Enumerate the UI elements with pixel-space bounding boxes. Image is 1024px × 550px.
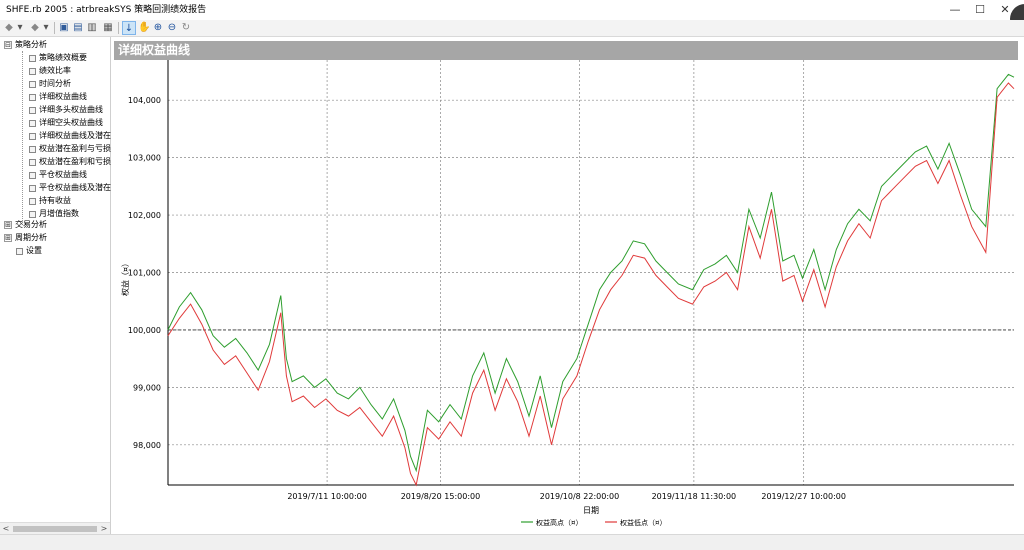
x-tick-label: 2019/10/8 22:00:00 <box>540 492 620 501</box>
tree-label: 周期分析 <box>15 233 47 242</box>
close-button[interactable]: ✕ <box>1000 3 1010 16</box>
back-icon[interactable]: ◆ <box>5 22 13 33</box>
minimize-button[interactable]: — <box>949 3 961 16</box>
y-tick-label: 100,000 <box>128 326 161 335</box>
print-preview-icon[interactable]: ▤ <box>73 22 83 33</box>
forward-dropdown-icon[interactable]: ▾ <box>43 22 49 33</box>
toolbar-separator <box>54 22 55 34</box>
reset-icon[interactable]: ↻ <box>181 22 191 33</box>
tree-label: 交易分析 <box>15 220 47 229</box>
tree-item-label: 详细权益曲线及潜在 <box>39 131 111 140</box>
window-title: SHFE.rb 2005 : atrbreakSYS 策略回测绩效报告 <box>6 5 207 15</box>
toolbar-separator <box>118 22 119 34</box>
y-tick-label: 104,000 <box>128 96 161 105</box>
x-axis-label: 日期 <box>583 506 599 515</box>
tree-item-label: 平仓权益曲线及潜在 <box>39 183 111 192</box>
report-icon <box>29 211 36 218</box>
y-axis-label: 权益（¤） <box>120 259 130 296</box>
status-bar <box>0 534 1024 550</box>
scrollbar-thumb[interactable] <box>13 526 97 532</box>
collapse-icon[interactable]: ⊟ <box>4 41 12 49</box>
report-icon <box>29 146 36 153</box>
print-icon[interactable]: ▥ <box>87 22 97 33</box>
tree-label: 策略分析 <box>15 40 47 49</box>
legend-label: 权益低点（¤） <box>620 518 666 527</box>
legend-label: 权益高点（¤） <box>536 518 582 527</box>
report-icon <box>29 185 36 192</box>
tree-connector <box>22 51 23 225</box>
expand-icon[interactable]: ⊞ <box>4 234 12 242</box>
tree-item-label: 平仓权益曲线 <box>39 170 87 179</box>
pan-icon[interactable]: ✋ <box>138 22 151 33</box>
tree-horizontal-scrollbar[interactable]: < > <box>0 522 110 535</box>
x-tick-label: 2019/11/18 11:30:00 <box>652 492 737 501</box>
y-tick-label: 98,000 <box>133 441 161 450</box>
x-tick-label: 2019/7/11 10:00:00 <box>287 492 367 501</box>
window-icon[interactable]: ▦ <box>103 22 113 33</box>
scroll-left-icon[interactable]: < <box>2 524 10 533</box>
y-tick-label: 102,000 <box>128 211 161 220</box>
report-icon <box>29 198 36 205</box>
zoom-in-icon[interactable]: ⊕ <box>153 22 163 33</box>
tree-item-label: 策略绩效概要 <box>39 53 87 62</box>
report-icon <box>29 107 36 114</box>
tree-item-label: 时间分析 <box>39 79 71 88</box>
report-icon <box>29 133 36 140</box>
report-icon <box>29 159 36 166</box>
x-tick-label: 2019/8/20 15:00:00 <box>401 492 481 501</box>
maximize-button[interactable]: ☐ <box>975 3 985 16</box>
plot-area <box>168 60 1014 485</box>
pointer-icon[interactable]: ↓ <box>122 21 136 35</box>
report-icon <box>29 94 36 101</box>
tree-item-label: 月增值指数 <box>39 209 79 218</box>
scroll-right-icon[interactable]: > <box>100 524 108 533</box>
tree-item-label: 详细空头权益曲线 <box>39 118 103 127</box>
report-icon <box>29 172 36 179</box>
chart-area: 98,000 99,000 100,000 101,000 102,000 103,000… <box>114 60 1018 534</box>
x-tick-label: 2019/12/27 10:00:00 <box>761 492 846 501</box>
equity-chart: 98,000 99,000 100,000 101,000 102,000 103,000… <box>120 60 1015 527</box>
navigation-tree: ⊟ 策略分析 策略绩效概要 绩效比率时间分析详细权益曲线详细多头权益曲线 详细空头权… <box>0 37 111 534</box>
title-bar: SHFE.rb 2005 : atrbreakSYS 策略回测绩效报告 — ☐ … <box>0 0 1024 20</box>
tree-item-label: 权益潜在盈利和亏损 <box>39 157 111 166</box>
tree-item-label: 详细权益曲线 <box>39 92 87 101</box>
document-icon <box>16 248 23 255</box>
tree-item-label: 绩效比率 <box>39 66 71 75</box>
report-icon <box>29 120 36 127</box>
y-tick-label: 99,000 <box>133 383 161 392</box>
tree-item-label: 详细多头权益曲线 <box>39 105 103 114</box>
save-icon[interactable]: ▣ <box>59 22 69 33</box>
report-icon <box>29 55 36 62</box>
report-icon <box>29 81 36 88</box>
report-icon <box>29 68 36 75</box>
toolbar: ◆ ▾ ◆ ▾ ▣ ▤ ▥ ▦ ↓ ✋ ⊕ ⊖ ↻ <box>0 20 1024 37</box>
forward-icon[interactable]: ◆ <box>31 22 39 33</box>
series-line-0 <box>167 73 1015 473</box>
tree-item-label: 权益潜在盈利与亏损 <box>39 144 111 153</box>
panel-title: 详细权益曲线 <box>118 43 191 57</box>
y-tick-label: 103,000 <box>128 154 161 163</box>
back-dropdown-icon[interactable]: ▾ <box>17 22 23 33</box>
series-line-1 <box>167 82 1015 487</box>
expand-icon[interactable]: ⊞ <box>4 221 12 229</box>
zoom-out-icon[interactable]: ⊖ <box>167 22 177 33</box>
tree-item-label: 持有收益 <box>39 196 71 205</box>
panel-header: 详细权益曲线 <box>114 41 1018 60</box>
y-tick-label: 101,000 <box>128 269 161 278</box>
tree-label: 设置 <box>26 246 42 255</box>
